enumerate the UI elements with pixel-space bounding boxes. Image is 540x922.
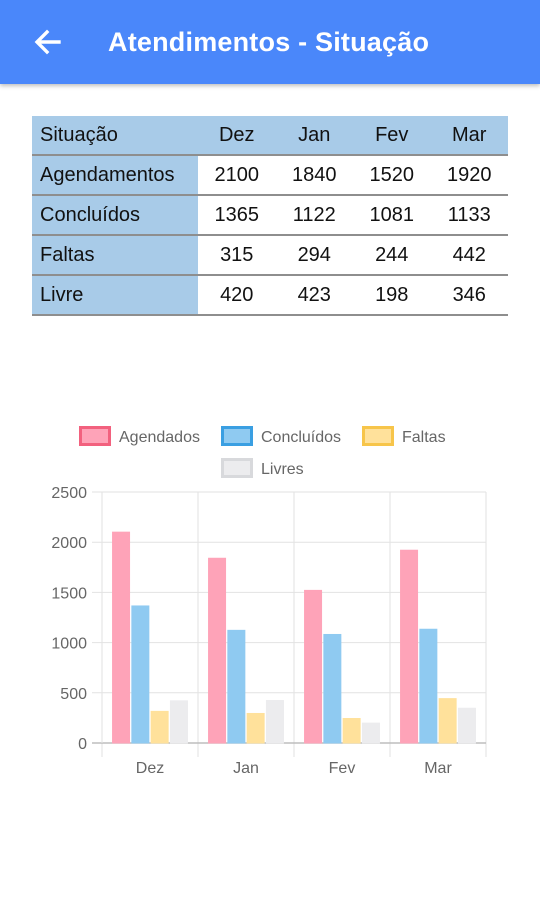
bar <box>265 700 284 744</box>
back-button[interactable] <box>30 24 66 60</box>
bar <box>150 710 169 744</box>
table-cell: 423 <box>275 275 353 316</box>
y-tick-label: 0 <box>78 736 87 753</box>
legend-item: Livres <box>221 458 304 478</box>
bar <box>457 707 476 744</box>
column-header: Fev <box>353 116 431 156</box>
y-tick-label: 1500 <box>51 585 87 602</box>
x-tick-label: Jan <box>233 760 259 777</box>
bar-chart: 0 500 1000 1500 2000 2500 Dez Jan Fev Mar Agendado… <box>51 426 487 777</box>
table-row: Livre 420 423 198 346 <box>32 275 508 316</box>
page-title: Atendimentos - Situação <box>108 27 430 57</box>
bar <box>438 698 457 744</box>
legend-swatch <box>221 458 253 478</box>
table-cell: 442 <box>430 235 508 276</box>
table-cell: 1840 <box>275 155 353 196</box>
row-label: Faltas <box>32 235 198 276</box>
table-cell: 1081 <box>353 195 431 236</box>
table-cell: 420 <box>198 275 276 316</box>
table-cell: 1920 <box>430 155 508 196</box>
table-cell: 1520 <box>353 155 431 196</box>
legend-swatch <box>221 426 253 446</box>
table-cell: 244 <box>353 235 431 276</box>
table-row: Concluídos 1365 1122 1081 1133 <box>32 195 508 236</box>
legend-label: Faltas <box>402 429 446 446</box>
column-header: Dez <box>198 116 276 156</box>
legend-label: Agendados <box>119 429 200 446</box>
table-cell: 294 <box>275 235 353 276</box>
app-bar: Atendimentos - Situação <box>0 0 540 84</box>
bar <box>227 629 246 744</box>
legend-swatch <box>362 426 394 446</box>
bar <box>112 531 131 744</box>
table-row: Faltas 315 294 244 442 <box>32 235 508 276</box>
y-tick-label: 500 <box>60 686 87 703</box>
row-label: Livre <box>32 275 198 316</box>
bar <box>400 549 419 744</box>
y-tick-label: 2000 <box>51 535 87 552</box>
bar <box>419 628 438 744</box>
row-label: Concluídos <box>32 195 198 236</box>
x-tick-label: Fev <box>329 760 356 777</box>
bar <box>246 712 265 744</box>
table-header-row: Situação Dez Jan Fev Mar <box>32 116 508 156</box>
bar <box>304 589 323 744</box>
column-header: Situação <box>32 116 198 156</box>
table-cell: 198 <box>353 275 431 316</box>
situation-table: Situação Dez Jan Fev Mar Agendamentos 21… <box>32 116 508 316</box>
bar <box>361 722 380 744</box>
row-label: Agendamentos <box>32 155 198 196</box>
table-row: Agendamentos 2100 1840 1520 1920 <box>32 155 508 196</box>
y-tick-label: 1000 <box>51 636 87 653</box>
column-header: Jan <box>275 116 353 156</box>
y-tick-label: 2500 <box>51 485 87 502</box>
bar <box>208 557 227 744</box>
bar <box>169 700 188 744</box>
legend-label: Concluídos <box>261 429 341 446</box>
table-cell: 2100 <box>198 155 276 196</box>
table-cell: 315 <box>198 235 276 276</box>
x-tick-label: Dez <box>136 760 164 777</box>
table-cell: 1365 <box>198 195 276 236</box>
bar <box>131 605 150 744</box>
table-cell: 1122 <box>275 195 353 236</box>
column-header: Mar <box>430 116 508 156</box>
table-cell: 1133 <box>430 195 508 236</box>
x-tick-label: Mar <box>424 760 452 777</box>
bar <box>342 718 361 744</box>
legend-swatch <box>79 426 111 446</box>
legend-label: Livres <box>261 461 304 478</box>
arrow-left-icon <box>34 29 61 55</box>
bar <box>323 633 342 744</box>
legend-item: Concluídos <box>221 426 341 446</box>
legend-item: Agendados <box>79 426 200 446</box>
table-cell: 346 <box>430 275 508 316</box>
legend-item: Faltas <box>362 426 446 446</box>
